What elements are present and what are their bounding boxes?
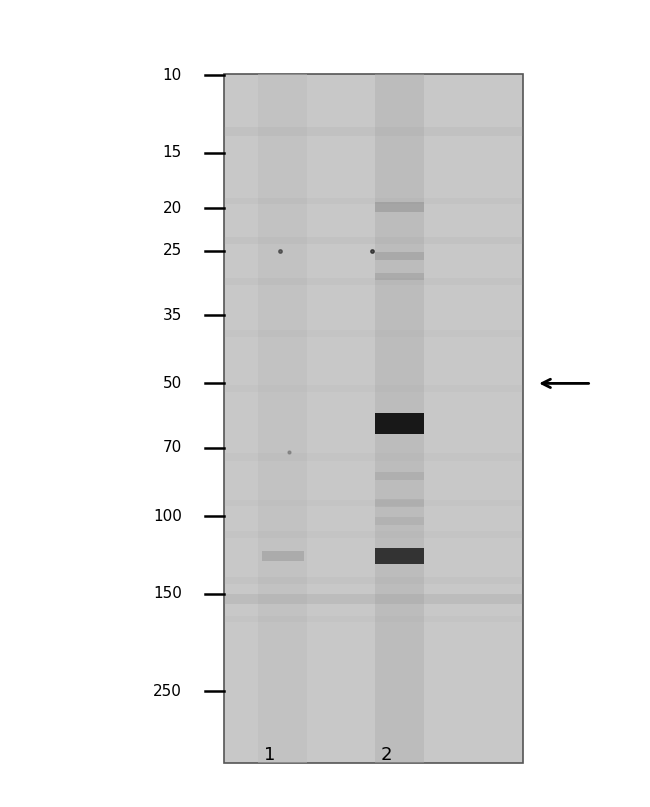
Bar — [376, 517, 424, 525]
Bar — [376, 203, 424, 212]
Bar — [224, 531, 523, 537]
Bar — [224, 500, 523, 506]
Text: 250: 250 — [153, 684, 182, 699]
Text: 10: 10 — [162, 68, 182, 83]
Bar — [224, 128, 523, 136]
Bar — [224, 330, 523, 337]
Bar — [376, 413, 424, 434]
Bar — [224, 278, 523, 285]
Bar — [224, 198, 523, 204]
Bar — [224, 237, 523, 245]
Text: 15: 15 — [162, 145, 182, 161]
Bar — [224, 454, 523, 461]
Bar — [259, 74, 307, 763]
Bar — [376, 548, 424, 564]
Text: 2: 2 — [381, 746, 393, 763]
Bar — [376, 273, 424, 280]
Bar — [376, 499, 424, 507]
Bar — [224, 386, 523, 392]
Text: 35: 35 — [162, 307, 182, 323]
Bar — [376, 252, 424, 260]
Text: 25: 25 — [162, 243, 182, 258]
Text: 150: 150 — [153, 586, 182, 601]
Text: 70: 70 — [162, 441, 182, 455]
Bar — [224, 74, 523, 763]
Bar — [261, 551, 304, 561]
Bar — [224, 617, 523, 622]
Text: 50: 50 — [162, 376, 182, 391]
Text: 1: 1 — [264, 746, 276, 763]
Bar — [224, 578, 523, 584]
Bar — [376, 472, 424, 480]
Bar — [224, 594, 523, 604]
Bar — [376, 74, 424, 763]
Text: 20: 20 — [162, 200, 182, 215]
Text: 100: 100 — [153, 508, 182, 524]
